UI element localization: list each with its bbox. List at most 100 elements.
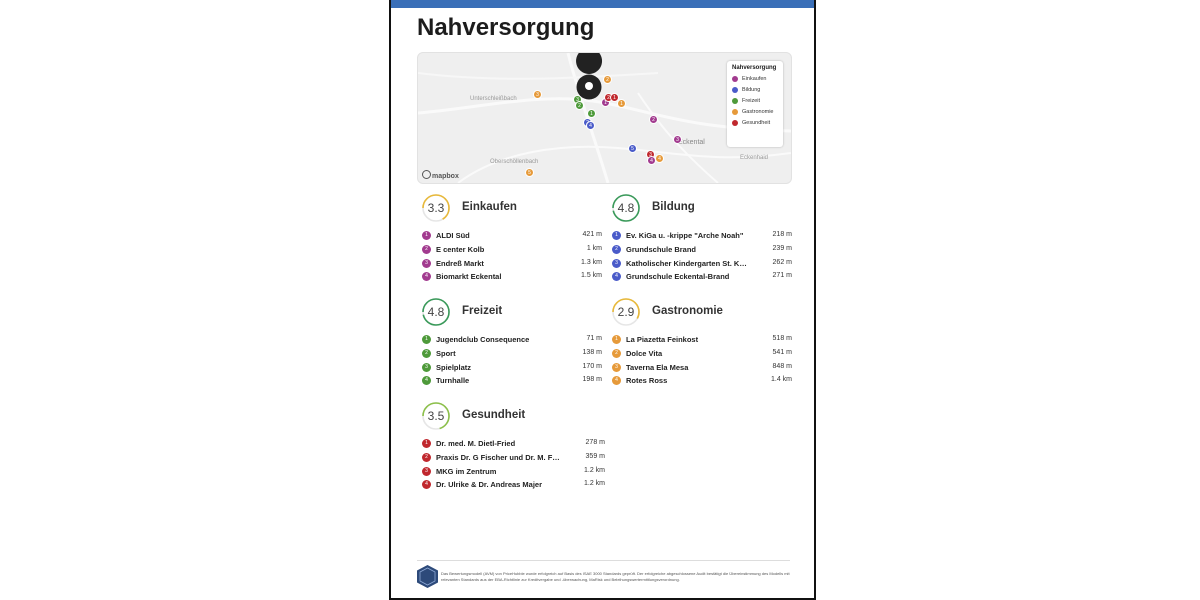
item-name: Katholischer Kindergarten St. Kunigund	[626, 258, 751, 268]
item-number-badge: 4	[422, 272, 431, 282]
legend-dot	[732, 120, 738, 126]
item-distance: 198 m	[582, 376, 602, 384]
item-number-badge: 1	[422, 335, 431, 344]
item-name: MKG im Zentrum	[436, 466, 497, 476]
map-marker[interactable]: 2	[575, 101, 584, 110]
item-name: Dr. med. M. Dietl-Fried	[436, 439, 516, 448]
list-item[interactable]: 3 Taverna Ela Mesa 848 m	[612, 362, 792, 374]
footer-divider	[417, 560, 790, 561]
list-item[interactable]: 2 Praxis Dr. G Fischer und Dr. M. Fischer…	[422, 452, 605, 464]
item-name: Grundschule Eckental-Brand	[626, 272, 730, 282]
item-number-badge: 1	[422, 439, 431, 448]
item-distance: 541 m	[772, 348, 792, 356]
map[interactable]: Unterschleißbach Eckental Eckenhaid Ober…	[417, 52, 792, 184]
legend-item: Bildung	[732, 87, 783, 93]
score-ring	[612, 194, 640, 222]
map-marker[interactable]: 1	[587, 109, 596, 118]
map-marker[interactable]: 4	[655, 154, 664, 163]
list-item[interactable]: 1 La Piazetta Feinkost 518 m	[612, 334, 792, 346]
score-ring	[422, 298, 450, 326]
score-ring	[612, 298, 640, 326]
list-item[interactable]: 2 Sport 138 m	[422, 348, 602, 360]
item-number-badge: 4	[422, 480, 431, 490]
item-number-badge: 2	[422, 452, 431, 462]
top-bar	[391, 0, 814, 8]
map-roads	[418, 53, 791, 183]
legend-dot	[732, 109, 738, 115]
list-item[interactable]: 2 E center Kolb 1 km	[422, 244, 602, 256]
item-distance: 518 m	[772, 335, 792, 342]
list-item[interactable]: 1 Dr. med. M. Dietl-Fried 278 m	[422, 438, 605, 450]
list-item[interactable]: 2 Grundschule Brand 239 m	[612, 244, 792, 256]
map-marker[interactable]: 4	[586, 121, 595, 130]
list-item[interactable]: 1 Jugendclub Consequence 71 m	[422, 334, 602, 346]
score-value: 4.8	[617, 201, 635, 215]
map-marker[interactable]: 2	[649, 115, 658, 124]
list-item[interactable]: 3 Endreß Markt 1.3 km	[422, 258, 602, 270]
item-distance: 1.3 km	[580, 258, 602, 266]
mapbox-logo[interactable]: mapbox	[422, 170, 459, 180]
list-item[interactable]: 1 ALDI Süd 421 m	[422, 230, 602, 242]
list-item[interactable]: 3 MKG im Zentrum 1.2 km	[422, 466, 605, 478]
legend-title: Nahversorgung	[732, 65, 777, 71]
map-marker[interactable]: 5	[628, 144, 637, 153]
map-legend: Nahversorgung Einkaufen Bildung Freizeit…	[727, 61, 783, 147]
map-marker[interactable]: 3	[533, 90, 542, 99]
legend-label: Bildung	[742, 87, 761, 93]
item-name: Praxis Dr. G Fischer und Dr. M. Fischer	[436, 452, 561, 462]
score-value: 3.3	[427, 201, 445, 215]
item-number-badge: 1	[612, 231, 621, 240]
item-name: Ev. KiGa u. -krippe "Arche Noah"	[626, 231, 744, 240]
item-distance: 71 m	[586, 335, 602, 342]
score-ring	[422, 402, 450, 430]
item-distance: 1 km	[586, 244, 602, 252]
item-name: Spielplatz	[436, 362, 472, 372]
category-title: Einkaufen	[462, 201, 517, 213]
map-marker[interactable]: 2	[603, 75, 612, 84]
item-name: ALDI Süd	[436, 231, 470, 240]
list-item[interactable]: 4 Dr. Ulrike & Dr. Andreas Majer 1.2 km	[422, 479, 605, 491]
list-item[interactable]: 1 Ev. KiGa u. -krippe "Arche Noah" 218 m	[612, 230, 792, 242]
item-number-badge: 4	[612, 272, 621, 282]
item-name: Endreß Markt	[436, 258, 484, 268]
map-marker[interactable]: 1	[610, 93, 619, 102]
item-number-badge: 1	[612, 335, 621, 344]
list-item[interactable]: 4 Rotes Ross 1.4 km	[612, 375, 792, 387]
legend-label: Einkaufen	[742, 76, 767, 82]
item-distance: 138 m	[582, 348, 602, 356]
place-label: Oberschöllenbach	[490, 159, 539, 165]
item-name: Grundschule Brand	[626, 244, 697, 254]
item-number-badge: 2	[612, 348, 621, 358]
legend-item: Einkaufen	[732, 76, 783, 82]
list-item[interactable]: 3 Katholischer Kindergarten St. Kunigund 2…	[612, 258, 792, 270]
map-marker[interactable]: 3	[673, 135, 682, 144]
list-item[interactable]: 4 Turnhalle 198 m	[422, 375, 602, 387]
list-item[interactable]: 4 Grundschule Eckental-Brand 271 m	[612, 271, 792, 283]
score-value: 4.8	[427, 305, 445, 319]
item-distance: 1.2 km	[583, 466, 605, 474]
map-marker[interactable]: 5	[525, 168, 534, 177]
score-value: 2.9	[617, 305, 635, 319]
item-number-badge: 3	[422, 466, 431, 476]
score-ring	[422, 194, 450, 222]
item-name: Sport	[436, 348, 456, 358]
list-item[interactable]: 3 Spielplatz 170 m	[422, 362, 602, 374]
item-distance: 1.5 km	[580, 272, 602, 280]
item-number-badge: 1	[422, 231, 431, 240]
item-name: Dr. Ulrike & Dr. Andreas Majer	[436, 480, 543, 490]
item-name: Biomarkt Eckental	[436, 272, 502, 282]
item-number-badge: 4	[612, 376, 621, 386]
item-number-badge: 3	[612, 362, 621, 372]
map-marker[interactable]: 1	[617, 99, 626, 108]
item-number-badge: 3	[612, 258, 621, 268]
legend-item: Freizeit	[732, 98, 783, 104]
item-distance: 262 m	[772, 258, 792, 266]
report-page: Nahversorgung Unterschleißbach Eckental …	[389, 0, 816, 600]
category-title: Bildung	[652, 201, 695, 213]
item-distance: 359 m	[585, 452, 605, 460]
list-item[interactable]: 4 Biomarkt Eckental 1.5 km	[422, 271, 602, 283]
item-distance: 218 m	[772, 231, 792, 238]
list-item[interactable]: 2 Dolce Vita 541 m	[612, 348, 792, 360]
legend-item: Gastronomie	[732, 109, 783, 115]
item-name: Rotes Ross	[626, 376, 668, 386]
